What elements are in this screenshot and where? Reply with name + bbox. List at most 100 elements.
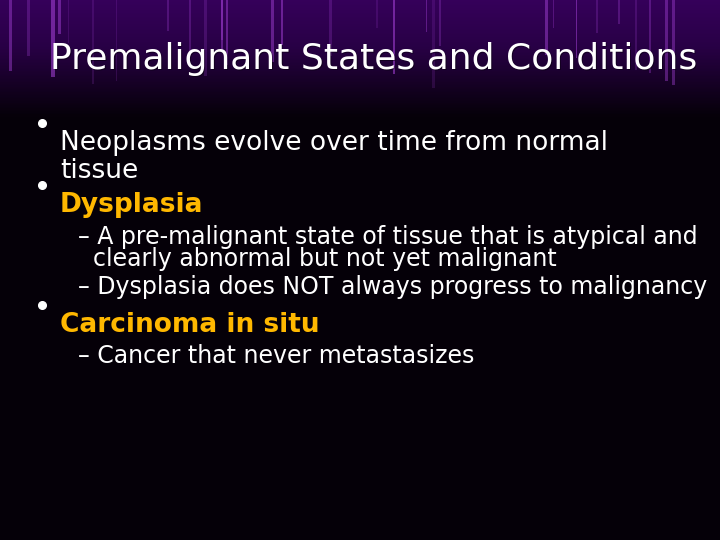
Bar [0,2,720,5]
Bar [665,0,668,81]
Bar [27,0,30,56]
Bar [0,25,720,28]
Bar [0,104,720,106]
Bar [0,4,720,6]
Bar [426,0,427,32]
Bar [0,58,720,60]
Text: clearly abnormal but not yet malignant: clearly abnormal but not yet malignant [78,247,557,271]
Bar [116,0,117,80]
Text: – Dysplasia does NOT always progress to malignancy: – Dysplasia does NOT always progress to … [78,275,707,299]
Text: tissue: tissue [60,158,138,184]
Bar [0,97,720,99]
Bar [329,0,332,56]
Bar [0,68,720,70]
Bar [0,46,720,49]
Bar [0,71,720,73]
Bar [0,48,720,50]
Bar [0,43,720,45]
Bar [0,85,720,87]
Bar [0,30,720,32]
Bar [0,98,720,100]
Bar [618,0,621,24]
Bar [0,24,720,26]
Bar [0,14,720,16]
Bar [0,65,720,68]
Bar [0,40,720,43]
Bar [0,78,720,80]
Bar [0,17,720,19]
Bar [0,11,720,14]
Bar [0,44,720,47]
Bar [0,91,720,93]
Bar [0,33,720,35]
Bar [204,0,207,76]
Bar [9,0,12,71]
Bar [393,0,395,75]
Bar [0,94,720,96]
Bar [0,88,720,91]
Bar [0,100,720,102]
Bar [649,0,651,73]
Bar [0,111,720,114]
Bar [221,0,222,51]
Bar [0,82,720,85]
Text: Premalignant States and Conditions: Premalignant States and Conditions [50,42,697,76]
Bar [221,0,223,40]
Bar [575,0,577,58]
Text: – Cancer that never metastasizes: – Cancer that never metastasizes [78,344,474,368]
Bar [553,0,554,28]
Bar [0,60,720,63]
Bar [0,109,720,111]
Bar [0,77,720,79]
Bar [0,95,720,98]
Bar [0,27,720,30]
Bar [51,0,55,77]
Bar [545,0,548,55]
Bar [0,52,720,54]
Bar [0,113,720,115]
Bar [0,62,720,64]
Text: Neoplasms evolve over time from normal: Neoplasms evolve over time from normal [60,130,608,156]
Bar [0,7,720,9]
Bar [189,0,192,56]
Bar [0,0,720,2]
Bar [0,63,720,66]
Bar [0,29,720,31]
Bar [596,0,598,33]
Bar [0,101,720,104]
Bar [432,0,435,88]
Bar [0,84,720,86]
Bar [0,92,720,95]
Bar [0,90,720,92]
Bar [0,66,720,69]
Bar [0,73,720,76]
Bar [635,0,637,70]
Bar [58,0,61,34]
Bar [0,59,720,62]
Bar [0,42,720,44]
Bar [0,31,720,34]
Bar [0,75,720,77]
Bar [271,0,274,62]
Bar [226,0,228,65]
Bar [672,0,675,85]
Bar [0,5,720,8]
Bar [376,0,378,28]
Bar [0,20,720,22]
Bar [0,8,720,11]
Bar [0,81,720,83]
Bar [0,107,720,109]
Text: – A pre-malignant state of tissue that is atypical and: – A pre-malignant state of tissue that i… [78,225,698,249]
Bar [0,39,720,41]
Bar [0,12,720,15]
Bar [439,0,441,46]
Bar [0,23,720,25]
Bar [0,86,720,89]
Bar [0,53,720,56]
Bar [68,0,69,43]
Bar [0,35,720,37]
Bar [0,103,720,105]
Bar [0,56,720,58]
Bar [0,21,720,24]
Bar [0,114,720,117]
